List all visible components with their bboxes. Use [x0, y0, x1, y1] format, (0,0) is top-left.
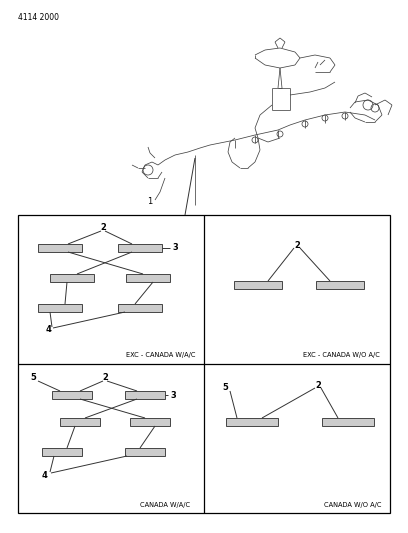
- Bar: [234, 281, 282, 289]
- Bar: [130, 418, 170, 426]
- Text: 5: 5: [222, 384, 228, 392]
- Bar: [118, 244, 162, 252]
- Text: 2: 2: [100, 223, 106, 232]
- Text: 5: 5: [30, 374, 36, 383]
- Bar: [60, 418, 100, 426]
- Bar: [38, 304, 82, 312]
- Bar: [38, 244, 82, 252]
- Text: CANADA W/A/C: CANADA W/A/C: [140, 502, 190, 508]
- Bar: [52, 391, 92, 399]
- Text: EXC - CANADA W/O A/C: EXC - CANADA W/O A/C: [303, 352, 380, 358]
- Bar: [118, 304, 162, 312]
- Text: 3: 3: [170, 391, 176, 400]
- Bar: [125, 448, 165, 456]
- Text: 1: 1: [147, 198, 153, 206]
- Text: 2: 2: [294, 240, 300, 249]
- Bar: [18, 215, 390, 513]
- Bar: [226, 418, 278, 426]
- Text: 2: 2: [102, 374, 108, 383]
- Bar: [42, 448, 82, 456]
- Bar: [126, 274, 170, 282]
- Bar: [322, 418, 374, 426]
- Bar: [50, 274, 94, 282]
- Text: 4114 2000: 4114 2000: [18, 13, 59, 22]
- Text: 3: 3: [172, 244, 178, 253]
- Bar: [125, 391, 165, 399]
- Text: CANADA W/O A/C: CANADA W/O A/C: [324, 502, 382, 508]
- Text: 4: 4: [42, 471, 48, 480]
- Bar: [316, 281, 364, 289]
- Text: 4: 4: [45, 326, 51, 335]
- Text: 2: 2: [315, 381, 321, 390]
- Text: EXC - CANADA W/A/C: EXC - CANADA W/A/C: [126, 352, 195, 358]
